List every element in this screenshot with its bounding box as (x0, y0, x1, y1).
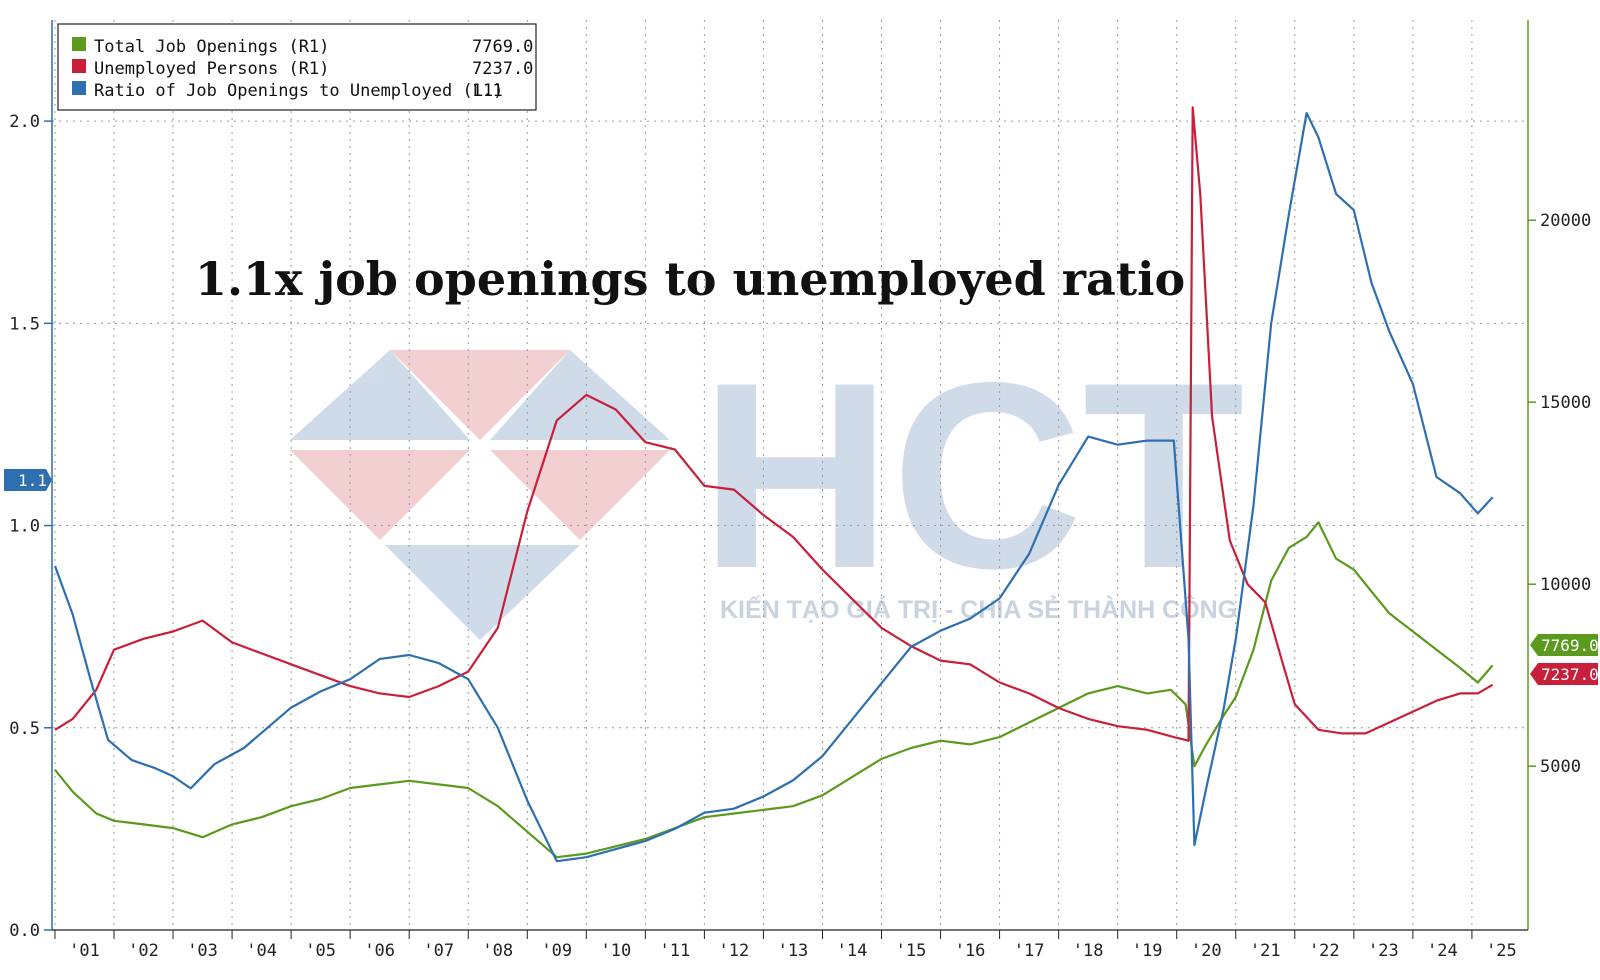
legend-swatch-openings (72, 37, 86, 51)
x-tick-label: '18 (1073, 941, 1104, 961)
x-tick-label: '14 (837, 941, 868, 961)
x-tick-label: '03 (187, 941, 218, 961)
x-tick-label: '01 (69, 941, 100, 961)
x-tick-label: '09 (541, 941, 572, 961)
x-tick-label: '08 (482, 941, 513, 961)
x-tick-label: '02 (128, 941, 159, 961)
grid-lines (52, 20, 1528, 930)
legend-swatch-unemployed (72, 59, 86, 73)
left-tick-label: 1.0 (9, 517, 40, 537)
x-tick-label: '07 (423, 941, 454, 961)
series-layer (53, 106, 1494, 863)
badge-ratio-value: 1.1 (18, 471, 47, 490)
x-tick-label: '11 (660, 941, 691, 961)
left-tick-label: 0.5 (9, 719, 40, 739)
series-line-openings (54, 521, 1494, 859)
badge-openings-value: 7769.0 (1541, 636, 1599, 655)
right-tick-label: 20000 (1540, 211, 1591, 231)
legend-value-openings: 7769.0 (472, 37, 533, 57)
x-tick-label: '19 (1132, 941, 1163, 961)
x-tick-label: '04 (246, 941, 277, 961)
x-tick-label: '16 (955, 941, 986, 961)
watermark-tagline: KIẾN TẠO GIÁ TRỊ - CHIA SẺ THÀNH CÔNG (720, 594, 1237, 624)
legend-label-unemployed: Unemployed Persons (R1) (94, 59, 329, 79)
watermark-logo: HCT (290, 328, 1245, 640)
x-tick-label: '24 (1427, 941, 1458, 961)
x-tick-label: '22 (1309, 941, 1340, 961)
legend: Total Job Openings (R1) 7769.0 Unemploye… (57, 23, 537, 111)
x-tick-label: '25 (1486, 941, 1517, 961)
legend-swatch-ratio (72, 81, 86, 95)
series-line-ratio (53, 111, 1494, 863)
x-tick-label: '12 (719, 941, 750, 961)
legend-label-openings: Total Job Openings (R1) (94, 37, 329, 57)
badge-openings: 7769.0 (1530, 634, 1599, 656)
legend-value-unemployed: 7237.0 (472, 59, 533, 79)
x-tick-label: '13 (778, 941, 809, 961)
left-tick-label: 1.5 (9, 314, 40, 334)
badge-unemployed-value: 7237.0 (1541, 665, 1599, 684)
series-line-unemployed (54, 106, 1494, 742)
left-tick-label: 0.0 (9, 921, 40, 941)
badge-ratio: 1.1 (4, 469, 52, 491)
right-tick-label: 10000 (1540, 575, 1591, 595)
legend-value-ratio: 1.1 (472, 81, 503, 101)
x-tick-label: '10 (600, 941, 631, 961)
x-tick-label: '21 (1250, 941, 1281, 961)
left-tick-label: 2.0 (9, 112, 40, 132)
x-tick-label: '06 (364, 941, 395, 961)
x-tick-label: '20 (1191, 941, 1222, 961)
right-tick-label: 15000 (1540, 393, 1591, 413)
x-tick-label: '15 (896, 941, 927, 961)
watermark-logo-text: HCT (700, 328, 1245, 624)
chart-headline: 1.1x job openings to unemployed ratio (195, 252, 1185, 306)
right-tick-label: 5000 (1540, 757, 1581, 777)
badge-unemployed: 7237.0 (1530, 663, 1599, 685)
x-tick-label: '05 (305, 941, 336, 961)
legend-box (57, 23, 537, 111)
axes: '01 '02 '03 '04 '05 '06 '07 '08 '09 '10 '11 '12 '13 '… (9, 20, 1591, 961)
x-tick-label: '23 (1368, 941, 1399, 961)
legend-label-ratio: Ratio of Job Openings to Unemployed (L1) (94, 81, 503, 101)
x-tick-label: '17 (1014, 941, 1045, 961)
